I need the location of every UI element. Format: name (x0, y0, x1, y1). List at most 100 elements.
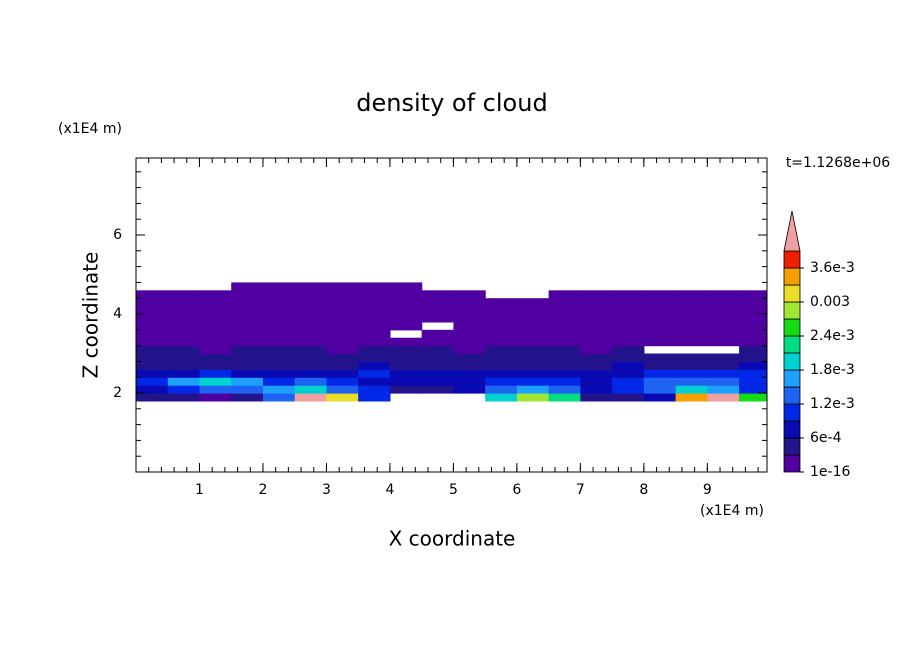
contour-cell (548, 337, 581, 347)
contour-cell (739, 393, 767, 402)
contour-cell (485, 345, 518, 355)
contour-cell (136, 329, 169, 339)
contour-cell (612, 290, 645, 299)
contour-cell (580, 306, 613, 315)
contour-cell (231, 321, 264, 331)
contour-cell (675, 337, 708, 347)
y-tick-label: 2 (113, 385, 122, 401)
contour-cell (326, 337, 359, 347)
contour-cell (231, 361, 264, 370)
contour-cell (358, 377, 391, 386)
contour-cell (612, 321, 645, 331)
contour-cell (548, 361, 581, 370)
contour-cell (421, 306, 455, 315)
contour-cell (453, 369, 486, 378)
contour-cell (580, 385, 613, 394)
x-tick-label: 4 (385, 482, 394, 498)
contour-cell (262, 385, 296, 394)
contour-cell (231, 353, 264, 363)
contour-cell (231, 369, 264, 378)
contour-cell (548, 353, 581, 363)
contour-cell (421, 361, 455, 370)
contour-cell (199, 337, 232, 347)
contour-cell (580, 314, 613, 323)
contour-cell (516, 377, 550, 386)
contour-cell (739, 290, 767, 299)
contour-cell (453, 353, 486, 363)
contour-cell (548, 345, 581, 355)
contour-cell (389, 377, 423, 386)
contour-cell (294, 345, 328, 355)
contour-cell (739, 345, 767, 355)
contour-cell (167, 306, 201, 315)
contour-cell (580, 321, 613, 331)
contour-cell (262, 290, 296, 299)
contour-cell (485, 385, 518, 394)
contour-cell (707, 321, 740, 331)
contour-cell (516, 314, 550, 323)
contour-cell (516, 393, 550, 402)
contour-cell (612, 361, 645, 370)
colorbar-band (783, 386, 801, 405)
contour-cell (294, 393, 328, 402)
contour-cell (262, 321, 296, 331)
contour-cell (294, 337, 328, 347)
contour-cell (612, 377, 645, 386)
contour-cell (580, 369, 613, 378)
contour-cell (453, 290, 486, 299)
contour-cell (453, 385, 486, 394)
contour-cell (612, 337, 645, 347)
colorbar-band (783, 369, 801, 388)
contour-cell (167, 321, 201, 331)
contour-cell (294, 314, 328, 323)
contour-cell (548, 298, 581, 307)
contour-cell (453, 337, 486, 347)
contour-cell (294, 377, 328, 386)
contour-cell (167, 314, 201, 323)
contour-cell (612, 345, 645, 355)
contour-cell (199, 290, 232, 299)
contour-cell (548, 321, 581, 331)
contour-cell (326, 385, 359, 394)
contour-cell (136, 306, 169, 315)
contour-cell (707, 329, 740, 339)
contour-cell (231, 329, 264, 339)
contour-cell (199, 385, 232, 394)
colorbar-tick-label: 3.6e-3 (810, 260, 855, 276)
contour-cell (675, 314, 708, 323)
colorbar-band (783, 420, 801, 439)
contour-cell (548, 393, 581, 402)
contour-cell (739, 353, 767, 363)
contour-cell (231, 337, 264, 347)
contour-cell (612, 329, 645, 339)
contour-cell (294, 321, 328, 331)
contour-cell (199, 298, 232, 307)
contour-cell (485, 321, 518, 331)
contour-cell (612, 314, 645, 323)
contour-cell (548, 306, 581, 315)
contour-cell (358, 329, 391, 339)
contour-cell (167, 353, 201, 363)
contour-cell (580, 377, 613, 386)
contour-cell (136, 361, 169, 370)
contour-cell (262, 393, 296, 402)
contour-cell (643, 321, 677, 331)
contour-cell (231, 345, 264, 355)
x-tick-label: 5 (449, 482, 458, 498)
contour-cell (548, 385, 581, 394)
contour-cell (199, 377, 232, 386)
contour-cell (231, 298, 264, 307)
contour-cell (739, 377, 767, 386)
contour-cell (643, 361, 677, 370)
colorbar-band (783, 352, 801, 371)
contour-cell (389, 321, 423, 331)
contour-cell (453, 329, 486, 339)
contour-cell (707, 393, 740, 402)
contour-cell (707, 353, 740, 363)
contour-cell (580, 353, 613, 363)
contour-cell (231, 306, 264, 315)
contour-cell (389, 337, 423, 347)
colorbar-tick-label: 1e-16 (810, 464, 850, 480)
colorbar-tick-label: 2.4e-3 (810, 328, 855, 344)
contour-cell (199, 345, 232, 355)
